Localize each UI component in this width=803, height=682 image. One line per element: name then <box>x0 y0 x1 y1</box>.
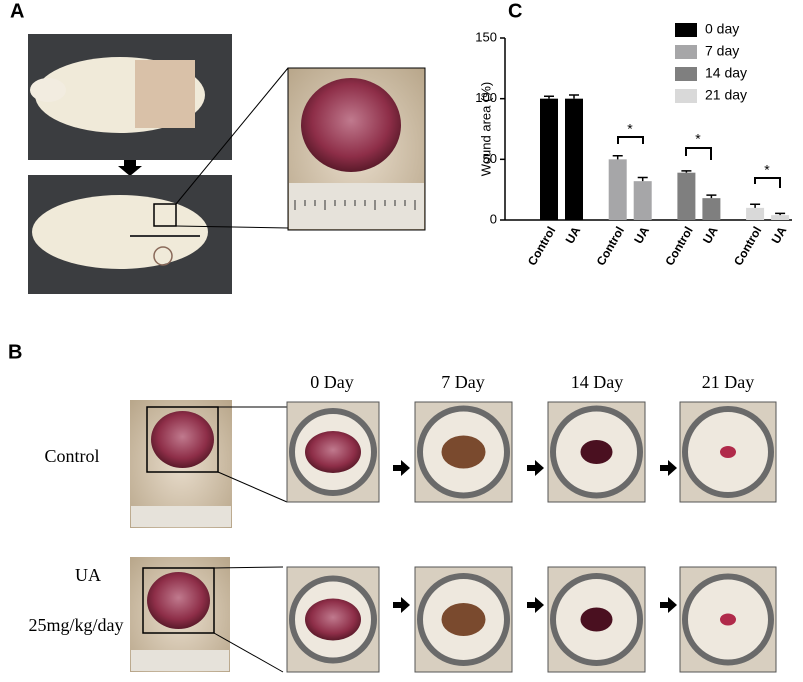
arrow <box>527 460 544 476</box>
y-tick-label: 100 <box>475 90 497 105</box>
ruler <box>131 650 229 671</box>
x-tick-label: Control <box>525 224 558 268</box>
legend-label: 14 day <box>705 65 747 81</box>
error-bar <box>706 194 717 199</box>
ruler <box>131 506 231 527</box>
bracket <box>685 147 712 160</box>
wound <box>305 431 361 473</box>
legend-label: 7 day <box>705 43 739 59</box>
panel-label: C <box>508 0 522 22</box>
bar <box>565 98 583 220</box>
error-bar <box>569 94 579 99</box>
x-tick-label: Control <box>731 224 764 268</box>
x-tick-label: UA <box>769 224 790 246</box>
significance: * <box>764 162 770 178</box>
bar <box>608 159 627 220</box>
zoom-box <box>142 567 215 634</box>
wound <box>720 446 736 458</box>
arrow <box>393 597 410 613</box>
photo <box>28 34 232 160</box>
row-label: 25mg/kg/day <box>29 615 124 635</box>
column-label: 21 Day <box>702 372 755 392</box>
bracket <box>754 177 781 188</box>
bracket <box>617 136 644 144</box>
error-bar <box>681 170 692 173</box>
wound <box>305 598 361 641</box>
y-axis-label: Wound area (%) <box>478 82 493 176</box>
bar <box>746 207 765 220</box>
wound <box>441 435 486 469</box>
wound <box>147 572 210 629</box>
bar <box>677 172 696 220</box>
photo-grid <box>130 400 777 673</box>
x-tick-label: UA <box>700 224 721 246</box>
arrow <box>527 597 544 613</box>
error-bar <box>775 212 786 216</box>
connector <box>217 471 288 503</box>
zoom-box <box>146 406 219 473</box>
x-tick-label: Control <box>594 224 627 268</box>
legend-swatch <box>675 45 697 59</box>
connector <box>175 225 289 229</box>
connector <box>175 67 289 205</box>
legend-label: 21 day <box>705 87 747 103</box>
arrow <box>660 597 677 613</box>
panel-label: A <box>10 0 24 22</box>
y-tick-label: 50 <box>483 151 497 166</box>
legend-label: 0 day <box>705 21 739 37</box>
significance: * <box>695 131 701 147</box>
wound <box>720 613 736 626</box>
column-label: 7 Day <box>441 372 485 392</box>
x-tick-label: UA <box>631 224 652 246</box>
row-label: Control <box>44 446 99 466</box>
significance: * <box>627 121 633 137</box>
connector <box>213 566 284 569</box>
arrow <box>118 160 142 176</box>
column-label: 14 Day <box>571 372 624 392</box>
bar <box>540 98 558 220</box>
legend-swatch <box>675 89 697 103</box>
error-bar <box>544 95 554 99</box>
wound <box>151 411 214 468</box>
x-tick-label: Control <box>662 224 695 268</box>
error-bar <box>637 176 648 182</box>
bar <box>633 181 652 220</box>
photo <box>28 175 232 294</box>
bar <box>702 198 721 220</box>
wound <box>580 440 613 464</box>
row-label: UA <box>75 565 101 585</box>
error-bar <box>750 203 761 208</box>
bar <box>771 215 790 220</box>
legend-swatch <box>675 67 697 81</box>
connector <box>213 632 284 673</box>
y-tick-label: 150 <box>475 29 497 44</box>
x-tick-label: UA <box>563 224 584 246</box>
wound <box>441 603 486 636</box>
wound <box>580 607 613 632</box>
legend-swatch <box>675 23 697 37</box>
photo <box>287 67 426 231</box>
error-bar <box>612 154 623 160</box>
panel-label: B <box>8 341 22 363</box>
arrow <box>393 460 410 476</box>
y-tick-label: 0 <box>490 211 497 226</box>
arrow <box>660 460 677 476</box>
column-label: 0 Day <box>310 372 354 392</box>
